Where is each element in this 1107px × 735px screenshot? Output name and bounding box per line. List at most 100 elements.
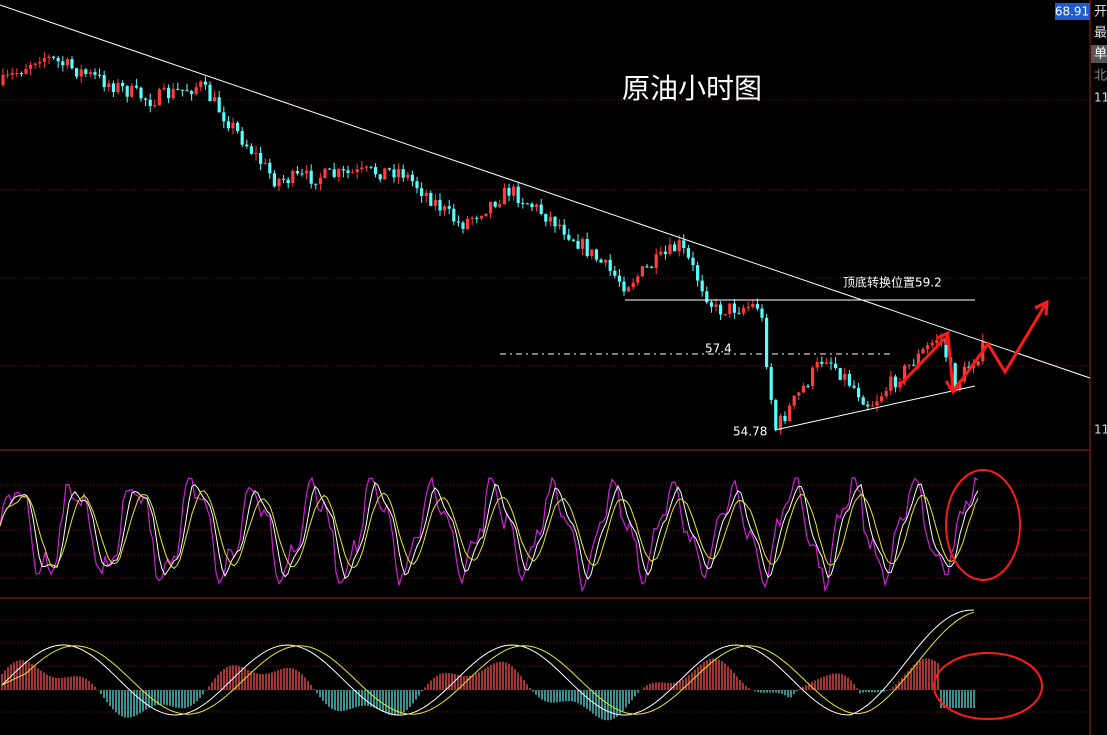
candle-body [429, 193, 433, 206]
candle-body [847, 373, 851, 386]
candle-body [139, 87, 143, 99]
candle-body [180, 89, 184, 91]
candle-body [217, 97, 221, 113]
candle-body [318, 177, 322, 185]
candle-body [935, 340, 939, 343]
candle-body [719, 304, 723, 315]
candle-body [475, 217, 479, 219]
candle-body [148, 99, 152, 107]
candle-body [213, 97, 217, 102]
sidebar-tab[interactable] [1091, 45, 1107, 63]
candle-body [268, 162, 272, 174]
candle-body [512, 186, 516, 196]
candle-body [824, 362, 828, 364]
candle-body [502, 187, 506, 205]
candle-body [364, 166, 368, 168]
candle-body [291, 170, 295, 184]
candle-body [167, 87, 171, 99]
candle-body [645, 266, 649, 268]
candle-body [548, 216, 552, 222]
candle-body [6, 74, 10, 76]
candle-body [714, 304, 718, 307]
sidebar-label[interactable]: 单 [1094, 47, 1107, 62]
candle-body [387, 168, 391, 170]
candle-body [544, 213, 548, 222]
candle-body [415, 181, 419, 189]
candle-body [203, 81, 207, 85]
candle-body [571, 239, 575, 241]
candle-body [208, 84, 212, 102]
candle-body [295, 170, 299, 174]
candle-body [162, 87, 166, 90]
candle-body [378, 174, 382, 180]
candle-body [102, 75, 106, 88]
candle-body [10, 73, 14, 75]
candle-body [760, 308, 764, 318]
candle-body [249, 146, 253, 154]
sidebar-label[interactable]: 最 [1094, 26, 1107, 41]
candle-body [663, 251, 667, 255]
d-line [0, 481, 979, 580]
candle-body [705, 291, 709, 303]
candle-body [953, 363, 957, 391]
candle-body [627, 287, 631, 292]
candle-body [466, 218, 470, 229]
arrow-head [1034, 299, 1049, 316]
candle-body [912, 364, 916, 366]
candle-body [691, 257, 695, 266]
candle-body [958, 381, 962, 391]
candle-body [75, 68, 79, 77]
candle-body [107, 83, 111, 88]
candle-body [696, 265, 700, 281]
candle-body [346, 170, 350, 173]
candle-body [185, 90, 189, 92]
candle-body [199, 81, 203, 88]
price-badge [1055, 3, 1090, 20]
candle-body [507, 187, 511, 196]
candle-body [98, 74, 102, 76]
candle-body [801, 385, 805, 393]
oscillator [0, 476, 979, 593]
candle-body [857, 387, 861, 398]
candle-body [52, 56, 56, 58]
candle-body [392, 169, 396, 178]
candle-body [176, 88, 180, 90]
candle-body [686, 248, 690, 258]
candle-body [613, 270, 617, 276]
sidebar-label[interactable]: 开 [1094, 5, 1107, 20]
candle-body [783, 415, 787, 421]
candle-body [369, 166, 373, 168]
candle-body [792, 395, 796, 406]
arrow [898, 336, 947, 387]
sidebar-label[interactable]: 北 [1094, 69, 1107, 84]
candle-body [479, 216, 483, 219]
candle-body [406, 174, 410, 178]
candle-body [282, 178, 286, 180]
candle-body [599, 259, 603, 263]
candle-body [820, 361, 824, 364]
candle-body [254, 152, 258, 154]
candle-body [907, 364, 911, 366]
axis-label: 11 [1094, 91, 1107, 105]
candle-body [461, 222, 465, 229]
candle-body [447, 206, 451, 209]
candle-body [420, 188, 424, 196]
candle-body [194, 87, 198, 94]
candle-body [774, 399, 778, 430]
candle-body [383, 168, 387, 180]
candle-body [484, 213, 488, 217]
candle-body [903, 365, 907, 383]
candle-body [433, 199, 437, 206]
candle-body [332, 169, 336, 177]
candle-body [245, 144, 249, 147]
candle-body [42, 58, 46, 62]
candle-body [341, 169, 345, 171]
highlight-circle [933, 652, 1043, 720]
candle-body [452, 208, 456, 222]
candle-body [240, 130, 244, 145]
dea-line [1, 611, 975, 715]
candle-body [843, 373, 847, 380]
candle-body [576, 240, 580, 249]
